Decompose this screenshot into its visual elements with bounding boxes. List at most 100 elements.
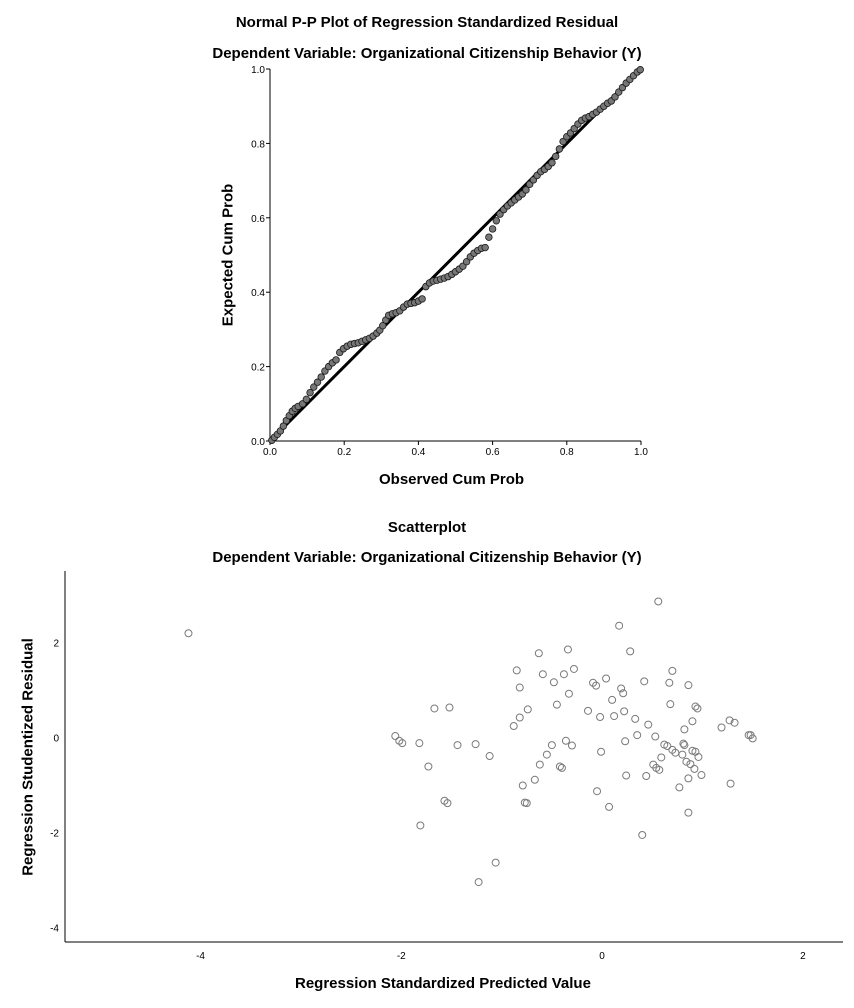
pp-data-point bbox=[559, 137, 567, 146]
scatter-data-point bbox=[668, 666, 677, 675]
scatter-x-tick-label: 0 bbox=[599, 951, 605, 962]
scatter-data-point bbox=[665, 678, 674, 687]
scatter-data-point bbox=[622, 771, 631, 780]
scatter-data-point bbox=[655, 765, 664, 774]
scatter-data-point bbox=[617, 684, 626, 693]
scatter-data-point bbox=[474, 878, 483, 887]
pp-chart-title: Normal P-P Plot of Regression Standardiz… bbox=[235, 14, 619, 31]
scatter-data-point bbox=[592, 681, 601, 690]
pp-x-tick-label: 0.2 bbox=[337, 447, 351, 458]
scatter-data-point bbox=[620, 707, 629, 716]
scatter-data-point bbox=[654, 597, 663, 606]
scatter-data-point bbox=[515, 683, 524, 692]
scatter-data-point bbox=[515, 713, 524, 722]
scatter-data-point bbox=[679, 739, 688, 748]
scatter-data-point bbox=[725, 716, 734, 725]
scatter-data-point bbox=[605, 802, 614, 811]
pp-data-point bbox=[279, 422, 288, 430]
pp-y-tick-label: 0.6 bbox=[251, 214, 265, 225]
scatter-data-point bbox=[184, 629, 193, 638]
scatter-data-point bbox=[663, 742, 672, 751]
scatter-data-point bbox=[530, 775, 539, 784]
scatter-chart-title: Scatterplot bbox=[387, 519, 467, 536]
pp-x-axis-title: Observed Cum Prob bbox=[379, 471, 525, 488]
pp-data-point bbox=[551, 152, 560, 161]
scatter-chart-subtitle: Dependent Variable: Organizational Citiz… bbox=[212, 549, 642, 566]
scatter-data-point bbox=[443, 799, 452, 808]
scatter-data-point bbox=[602, 674, 611, 683]
pp-x-tick-label: 0.0 bbox=[263, 447, 277, 458]
pp-data-point bbox=[313, 378, 322, 386]
scatter-data-point bbox=[534, 649, 543, 658]
pp-y-tick-label: 0.2 bbox=[251, 363, 265, 374]
scatter-data-point bbox=[563, 645, 572, 654]
pp-x-tick-label: 0.4 bbox=[411, 447, 425, 458]
scatter-data-point bbox=[518, 781, 527, 790]
scatter-data-point bbox=[642, 772, 651, 781]
pp-data-point bbox=[548, 159, 556, 167]
scatter-data-point bbox=[684, 808, 693, 817]
pp-data-point bbox=[522, 186, 530, 194]
scatter-y-tick-label: -2 bbox=[50, 829, 59, 840]
scatter-data-point bbox=[694, 752, 703, 761]
scatter-data-point bbox=[690, 764, 699, 773]
scatter-x-tick-label: 2 bbox=[800, 951, 806, 962]
scatter-data-point bbox=[569, 664, 578, 673]
scatter-data-point bbox=[424, 762, 433, 771]
scatter-data-point bbox=[542, 750, 551, 759]
pp-data-point bbox=[488, 225, 497, 233]
scatter-data-point bbox=[717, 723, 726, 732]
scatter-data-point bbox=[619, 689, 628, 698]
scatter-data-point bbox=[398, 739, 407, 748]
scatter-data-point bbox=[453, 741, 462, 750]
scatter-data-point bbox=[675, 783, 684, 792]
scatter-data-point bbox=[671, 748, 680, 757]
scatter-x-tick-label: -2 bbox=[397, 951, 406, 962]
pp-data-point bbox=[481, 243, 489, 252]
scatter-data-point bbox=[416, 821, 425, 830]
scatter-data-point bbox=[567, 741, 576, 750]
scatter-data-point bbox=[644, 720, 653, 729]
scatter-data-point bbox=[522, 799, 531, 808]
pp-data-point bbox=[611, 93, 619, 101]
scatter-data-point bbox=[415, 739, 424, 748]
scatter-data-point bbox=[680, 741, 689, 750]
pp-reference-line bbox=[268, 67, 643, 443]
scatter-data-point bbox=[608, 695, 617, 704]
scatter-data-point bbox=[596, 713, 605, 722]
pp-y-tick-label: 0.8 bbox=[251, 139, 265, 150]
pp-data-point bbox=[306, 388, 314, 397]
scatter-data-point bbox=[485, 752, 494, 761]
scatter-data-point bbox=[657, 753, 666, 762]
scatter-y-tick-label: 0 bbox=[53, 733, 59, 744]
scatter-data-point bbox=[730, 718, 739, 727]
pp-data-point bbox=[555, 145, 564, 153]
scatter-data-point bbox=[552, 700, 561, 709]
scatter-y-tick-label: 2 bbox=[53, 638, 59, 649]
scatter-data-point bbox=[549, 678, 558, 687]
scatter-data-point bbox=[726, 779, 735, 788]
scatter-data-point bbox=[584, 706, 593, 715]
pp-data-point bbox=[636, 66, 644, 74]
scatter-data-point bbox=[471, 740, 480, 749]
scatter-data-point bbox=[748, 734, 757, 743]
pp-data-point bbox=[379, 321, 387, 330]
scatter-y-tick-label: -4 bbox=[50, 924, 59, 935]
scatter-data-point bbox=[680, 725, 689, 734]
pp-data-point bbox=[332, 356, 340, 364]
scatter-data-point bbox=[557, 763, 566, 772]
scatter-x-tick-label: -4 bbox=[196, 951, 205, 962]
scatter-data-point bbox=[678, 750, 687, 759]
scatter-x-axis-title: Regression Standardized Predicted Value bbox=[295, 975, 591, 992]
scatter-data-point bbox=[626, 647, 635, 656]
pp-x-tick-label: 1.0 bbox=[634, 447, 648, 458]
scatter-data-point bbox=[538, 670, 547, 679]
scatter-data-point bbox=[597, 747, 606, 756]
scatter-data-point bbox=[559, 670, 568, 679]
scatter-data-point bbox=[512, 666, 521, 675]
scatter-data-point bbox=[615, 621, 624, 630]
pp-data-point bbox=[492, 217, 501, 225]
pp-y-tick-label: 0.4 bbox=[251, 288, 265, 299]
scatter-data-point bbox=[491, 858, 500, 867]
